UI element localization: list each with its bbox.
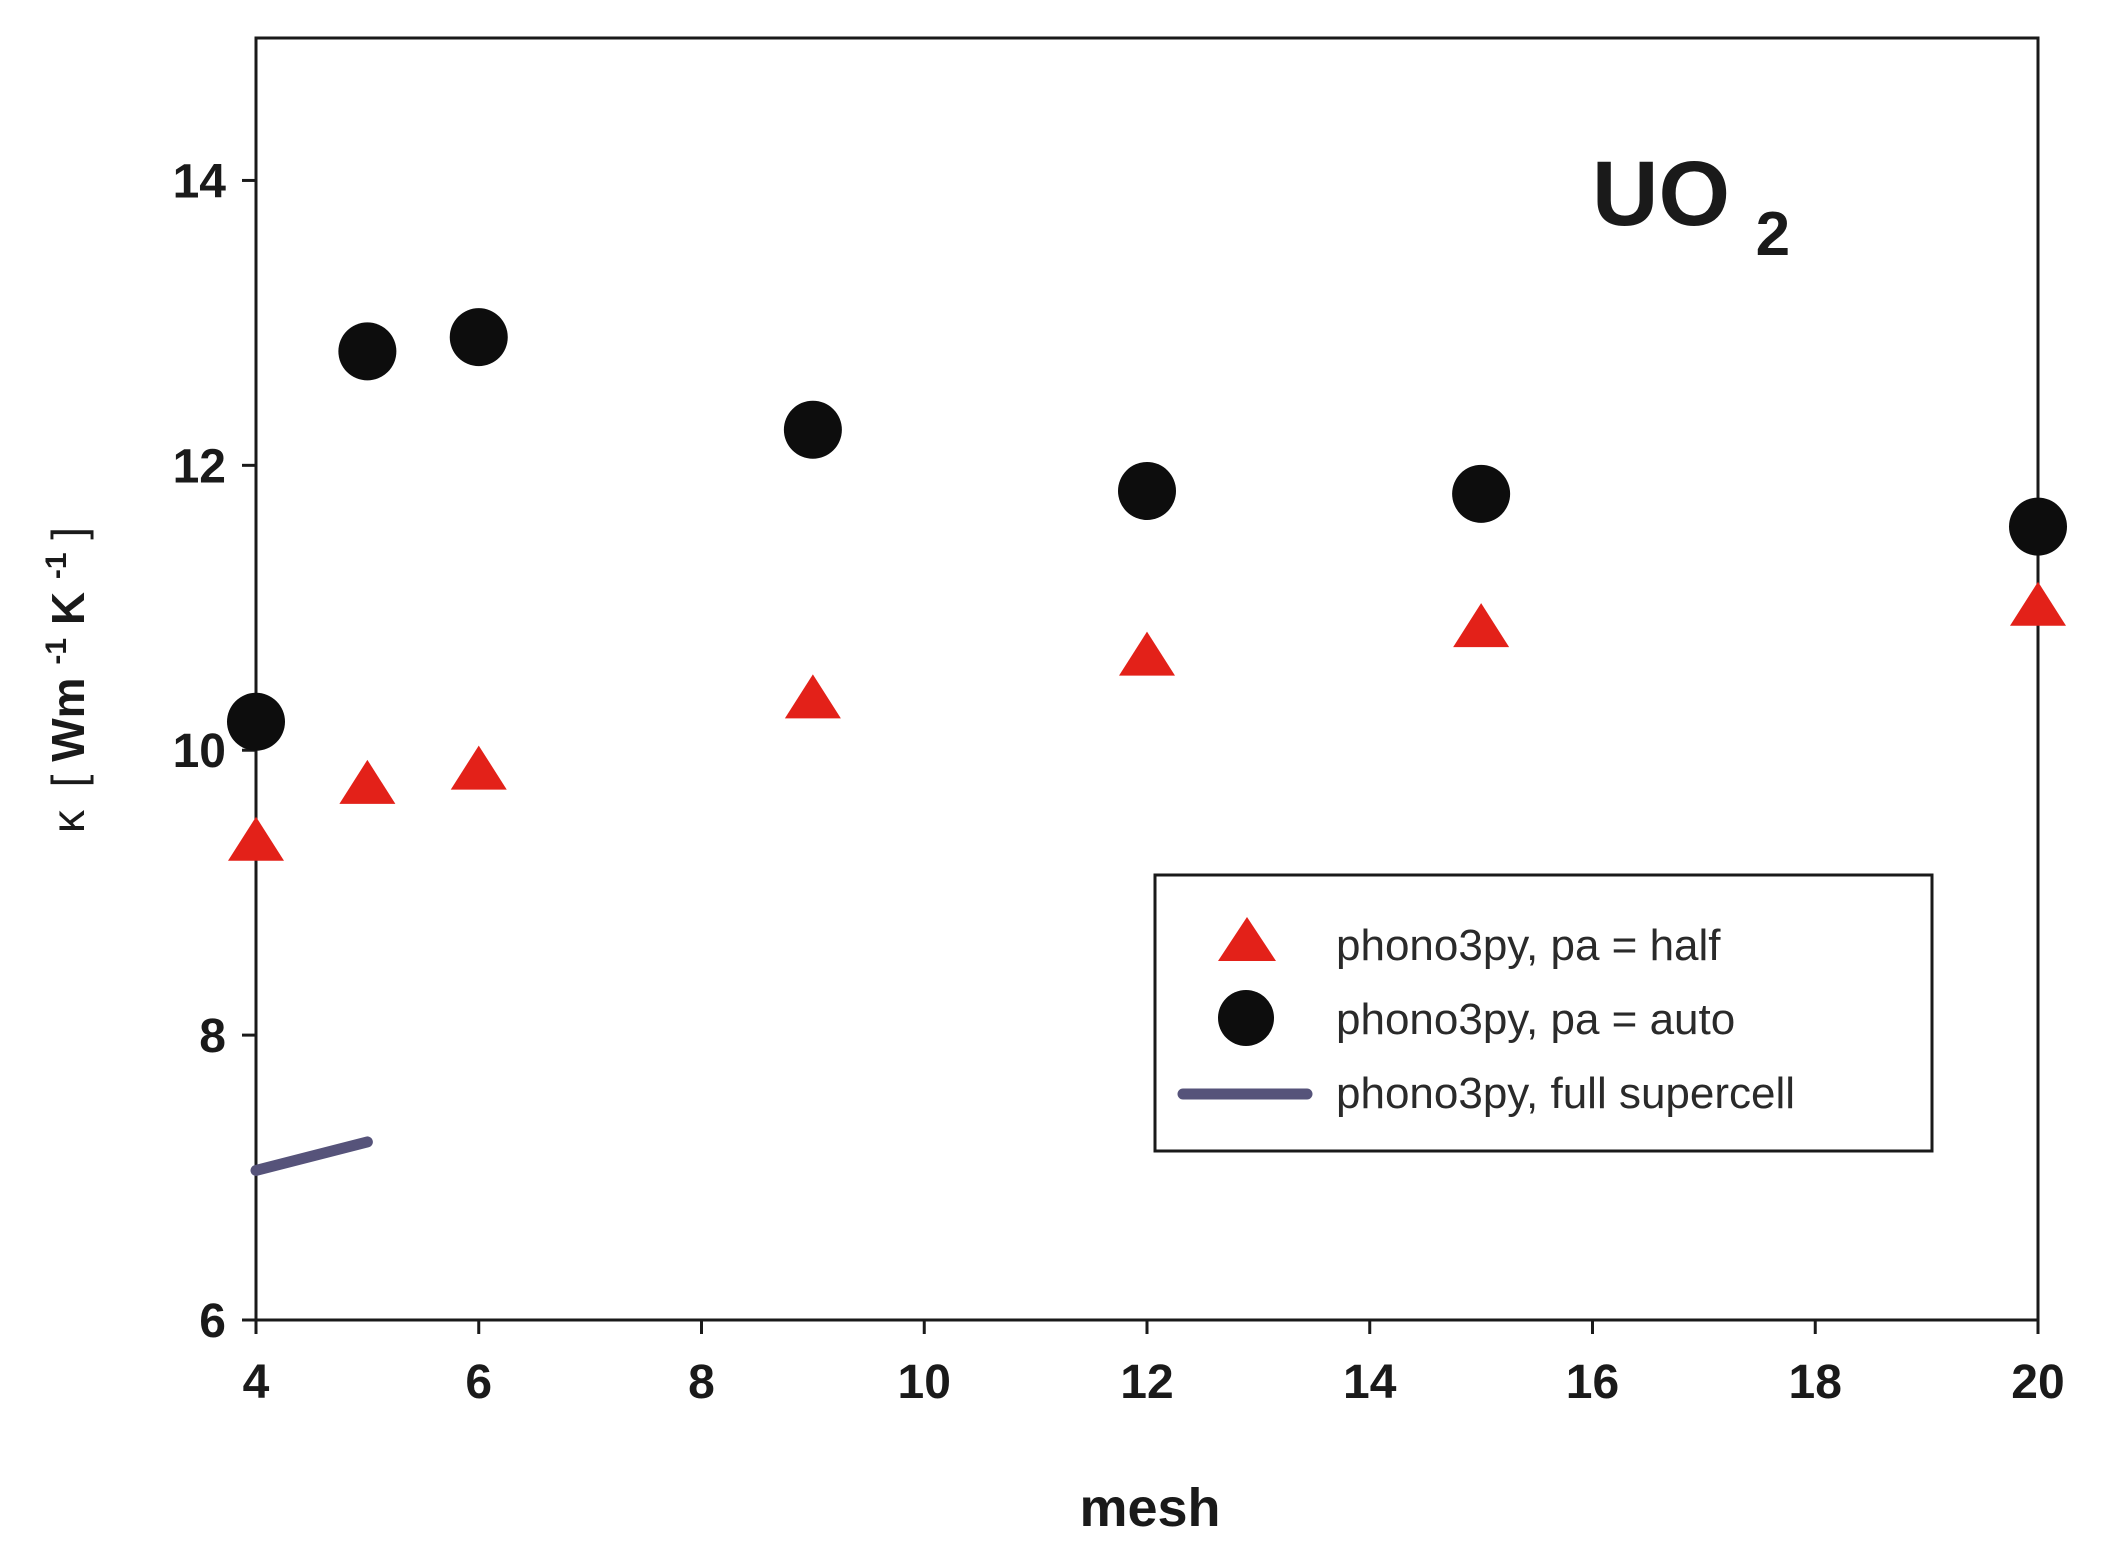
- circle-point: [2009, 497, 2067, 556]
- legend-label-full: phono3py, full supercell: [1336, 1069, 1795, 1118]
- x-tick-label: 10: [898, 1356, 951, 1409]
- y-tick-label: 10: [173, 725, 226, 778]
- triangle-point: [1119, 631, 1175, 676]
- y-tick-label: 12: [173, 440, 226, 493]
- x-tick-label: 12: [1120, 1356, 1173, 1409]
- x-tick-label: 20: [2011, 1356, 2064, 1409]
- y-axis-title: κ [ Wm -1 K -1 ]: [24, 527, 94, 833]
- y-axis-title-w: Wm: [42, 677, 94, 761]
- x-axis: 4 6 8 10 12 14 16 18 20: [243, 1320, 2065, 1409]
- circle-point: [1452, 464, 1511, 523]
- triangle-point: [1453, 603, 1510, 648]
- triangle-point: [339, 759, 396, 804]
- legend-circle-marker: [1218, 990, 1274, 1046]
- legend-triangle-marker: [1218, 917, 1276, 961]
- series-layer: [227, 308, 2067, 1176]
- legend-box: [1153, 873, 1934, 1153]
- x-tick-label: 14: [1343, 1356, 1397, 1409]
- circle-point: [449, 308, 508, 367]
- triangle-point: [450, 745, 507, 790]
- y-tick-label: 8: [199, 1010, 226, 1063]
- y-axis-title-bracket-close: ]: [42, 527, 94, 540]
- triangle-point: [784, 674, 841, 719]
- circle-point: [1118, 461, 1176, 520]
- compound-label-subscript: 2: [1756, 200, 1790, 269]
- y-axis-title-k: K: [42, 592, 94, 625]
- y-tick-label: 6: [199, 1295, 226, 1348]
- y-axis-title-bracket-open: [: [42, 774, 94, 787]
- legend: phono3py, pa = half phono3py, pa = auto …: [1153, 873, 1934, 1153]
- full-supercell-line: [250, 1136, 373, 1176]
- y-axis-title-exp1: -1: [40, 638, 73, 665]
- x-tick-label: 8: [688, 1356, 715, 1409]
- triangle-point: [228, 816, 284, 861]
- x-tick-label: 6: [465, 1356, 492, 1409]
- y-axis-title-exp2: -1: [40, 552, 73, 579]
- x-tick-label: 16: [1566, 1356, 1619, 1409]
- y-axis-title-symbol: κ: [42, 809, 94, 833]
- x-axis-title: mesh: [1079, 1478, 1220, 1538]
- circle-point: [783, 400, 842, 459]
- compound-label: UO 2: [1592, 143, 1790, 269]
- compound-label-main: UO: [1592, 143, 1730, 245]
- triangle-point: [2010, 581, 2066, 626]
- x-tick-label: 18: [1789, 1356, 1842, 1409]
- y-tick-label: 14: [173, 155, 227, 208]
- legend-label-half: phono3py, pa = half: [1336, 921, 1721, 970]
- x-tick-label: 4: [243, 1356, 270, 1409]
- circle-point: [338, 322, 397, 381]
- circle-point: [227, 692, 285, 751]
- legend-label-auto: phono3py, pa = auto: [1336, 995, 1735, 1044]
- y-axis: 6 8 10 12 14: [173, 155, 256, 1348]
